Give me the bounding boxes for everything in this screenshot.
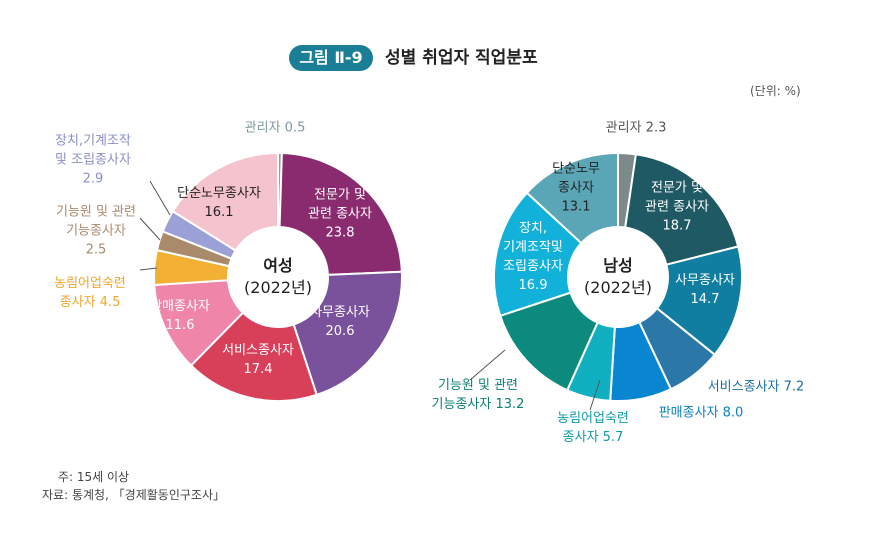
slice-female-8 bbox=[171, 151, 279, 252]
slice-label: 단순노무 종사자 13.1 bbox=[552, 161, 600, 215]
slice-female-1 bbox=[278, 152, 403, 276]
slice-label: 판매종사자 8.0 bbox=[658, 405, 744, 421]
leader-line bbox=[139, 267, 158, 271]
slice-label: 관리자 0.5 bbox=[244, 120, 306, 136]
center-year: (2022년) bbox=[244, 278, 312, 297]
slice-female-2 bbox=[292, 270, 403, 397]
center-title: 여성 bbox=[263, 256, 293, 275]
slice-male-1 bbox=[624, 153, 740, 266]
slice-label: 농림어업숙련 종사자 5.7 bbox=[557, 411, 629, 445]
slice-label: 전문가 및 관련 종사자 18.7 bbox=[645, 180, 709, 234]
source: 자료: 통계청, 「경제활동인구조사」 bbox=[42, 488, 226, 502]
slice-label: 기능원 및 관련 기능종사자 13.2 bbox=[431, 378, 525, 412]
slice-male-2 bbox=[655, 245, 743, 357]
slice-label: 기능원 및 관련 기능종사자 2.5 bbox=[55, 204, 137, 258]
note: 주: 15세 이상 bbox=[58, 470, 130, 484]
leader-line bbox=[139, 217, 161, 241]
slice-label: 서비스종사자 17.4 bbox=[222, 343, 294, 377]
leader-line bbox=[469, 349, 506, 381]
slice-label: 단순노무종사자 16.1 bbox=[177, 186, 261, 220]
slice-label: 판매종사자 11.6 bbox=[150, 299, 210, 333]
slice-label: 사무종사자 14.7 bbox=[675, 273, 735, 307]
figure-badge: 그림 Ⅱ-9 bbox=[289, 45, 373, 71]
slice-label: 관리자 2.3 bbox=[605, 120, 667, 136]
center-year: (2022년) bbox=[584, 278, 652, 297]
center-title: 남성 bbox=[603, 256, 633, 275]
unit-label: (단위: %) bbox=[750, 84, 801, 98]
slice-label: 장치, 기계조작및 조립종사자 16.9 bbox=[503, 221, 563, 293]
figure-title: 성별 취업자 직업분포 bbox=[385, 48, 538, 68]
slice-label: 전문가 및 관련 종사자 23.8 bbox=[308, 187, 372, 241]
slice-label: 장치,기계조작 및 조립종사자 2.9 bbox=[55, 133, 131, 187]
slice-male-8 bbox=[525, 151, 619, 245]
center-label: 여성 (2022년) bbox=[244, 255, 312, 299]
leader-line bbox=[149, 180, 171, 216]
slice-label: 농림어업숙련 종사자 4.5 bbox=[54, 276, 126, 310]
leader-line bbox=[589, 379, 601, 411]
center-label: 남성 (2022년) bbox=[584, 255, 652, 299]
slice-label: 서비스종사자 7.2 bbox=[707, 379, 805, 395]
slice-label: 사무종사자 20.6 bbox=[310, 305, 370, 339]
